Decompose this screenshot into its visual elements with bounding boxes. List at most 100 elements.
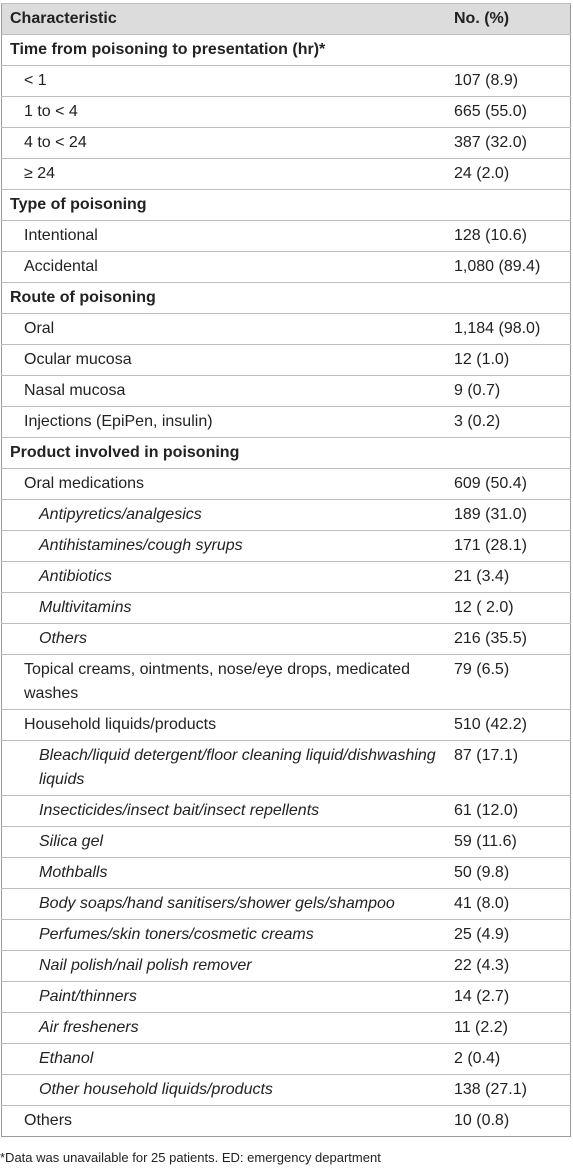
label-cell: 1 to < 4 xyxy=(1,96,444,128)
table-row: Multivitamins 12 ( 2.0) xyxy=(1,592,571,624)
value-cell: 107 (8.9) xyxy=(444,65,571,97)
label-cell: ≥ 24 xyxy=(1,158,444,190)
header-cell: No. (%) xyxy=(444,3,571,35)
table-row: Others 216 (35.5) xyxy=(1,623,571,655)
label-cell: Perfumes/skin toners/cosmetic creams xyxy=(1,919,444,951)
label-cell: < 1 xyxy=(1,65,444,97)
value-cell: 22 (4.3) xyxy=(444,950,571,982)
label-cell: Antipyretics/analgesics xyxy=(1,499,444,531)
value-cell: 2 (0.4) xyxy=(444,1043,571,1075)
table-row: Antihistamines/cough syrups 171 (28.1) xyxy=(1,530,571,562)
value-cell: 128 (10.6) xyxy=(444,220,571,252)
section-row: Type of poisoning xyxy=(1,189,571,221)
label-cell: Bleach/liquid detergent/floor cleaning l… xyxy=(1,740,444,796)
label-cell: Silica gel xyxy=(1,826,444,858)
value-cell: 216 (35.5) xyxy=(444,623,571,655)
table-row: Perfumes/skin toners/cosmetic creams 25 (… xyxy=(1,919,571,951)
label-cell: Paint/thinners xyxy=(1,981,444,1013)
table-row: Intentional 128 (10.6) xyxy=(1,220,571,252)
value-cell: 138 (27.1) xyxy=(444,1074,571,1106)
label-cell: Ethanol xyxy=(1,1043,444,1075)
value-cell: 11 (2.2) xyxy=(444,1012,571,1044)
table-row: Air fresheners 11 (2.2) xyxy=(1,1012,571,1044)
label-cell: Topical creams, ointments, nose/eye drop… xyxy=(1,654,444,710)
value-cell: 665 (55.0) xyxy=(444,96,571,128)
value-cell: 14 (2.7) xyxy=(444,981,571,1013)
value-cell: 61 (12.0) xyxy=(444,795,571,827)
label-cell: Others xyxy=(1,1105,444,1137)
table-row: Oral medications 609 (50.4) xyxy=(1,468,571,500)
section-title: Type of poisoning xyxy=(1,189,571,221)
value-cell: 21 (3.4) xyxy=(444,561,571,593)
label-cell: Insecticides/insect bait/insect repellen… xyxy=(1,795,444,827)
section-title: Route of poisoning xyxy=(1,282,571,314)
header-cell: Characteristic xyxy=(1,3,444,35)
value-cell: 1,080 (89.4) xyxy=(444,251,571,283)
table-row: Paint/thinners 14 (2.7) xyxy=(1,981,571,1013)
table-row: ≥ 24 24 (2.0) xyxy=(1,158,571,190)
value-cell: 79 (6.5) xyxy=(444,654,571,710)
table-row: Topical creams, ointments, nose/eye drop… xyxy=(1,654,571,710)
table-row: Body soaps/hand sanitisers/shower gels/s… xyxy=(1,888,571,920)
value-cell: 171 (28.1) xyxy=(444,530,571,562)
table-row: Antipyretics/analgesics 189 (31.0) xyxy=(1,499,571,531)
value-cell: 24 (2.0) xyxy=(444,158,571,190)
label-cell: Other household liquids/products xyxy=(1,1074,444,1106)
table-row: Bleach/liquid detergent/floor cleaning l… xyxy=(1,740,571,796)
table-row: Nasal mucosa 9 (0.7) xyxy=(1,375,571,407)
value-cell: 59 (11.6) xyxy=(444,826,571,858)
section-title: Product involved in poisoning xyxy=(1,437,571,469)
value-cell: 50 (9.8) xyxy=(444,857,571,889)
data-table: Characteristic No. (%) Time from poisoni… xyxy=(1,3,571,1137)
label-cell: Accidental xyxy=(1,251,444,283)
label-cell: Nail polish/nail polish remover xyxy=(1,950,444,982)
label-cell: Oral xyxy=(1,313,444,345)
table-row: Others 10 (0.8) xyxy=(1,1105,571,1137)
label-cell: Air fresheners xyxy=(1,1012,444,1044)
table-row: Nail polish/nail polish remover 22 (4.3) xyxy=(1,950,571,982)
label-cell: Ocular mucosa xyxy=(1,344,444,376)
footnote: *Data was unavailable for 25 patients. E… xyxy=(0,1150,381,1165)
label-cell: Antihistamines/cough syrups xyxy=(1,530,444,562)
table-row: Mothballs 50 (9.8) xyxy=(1,857,571,889)
value-cell: 87 (17.1) xyxy=(444,740,571,796)
table-row: 1 to < 4 665 (55.0) xyxy=(1,96,571,128)
table-row: Injections (EpiPen, insulin) 3 (0.2) xyxy=(1,406,571,438)
value-cell: 387 (32.0) xyxy=(444,127,571,159)
section-row: Product involved in poisoning xyxy=(1,437,571,469)
value-cell: 189 (31.0) xyxy=(444,499,571,531)
value-cell: 25 (4.9) xyxy=(444,919,571,951)
table-row: Other household liquids/products 138 (27.… xyxy=(1,1074,571,1106)
label-cell: Injections (EpiPen, insulin) xyxy=(1,406,444,438)
value-cell: 10 (0.8) xyxy=(444,1105,571,1137)
label-cell: Intentional xyxy=(1,220,444,252)
table-row: < 1 107 (8.9) xyxy=(1,65,571,97)
value-cell: 1,184 (98.0) xyxy=(444,313,571,345)
label-cell: Antibiotics xyxy=(1,561,444,593)
table-row: Antibiotics 21 (3.4) xyxy=(1,561,571,593)
table-row: Silica gel 59 (11.6) xyxy=(1,826,571,858)
table-row: Ethanol 2 (0.4) xyxy=(1,1043,571,1075)
label-cell: Household liquids/products xyxy=(1,709,444,741)
header-row: Characteristic No. (%) xyxy=(1,3,571,35)
label-cell: Body soaps/hand sanitisers/shower gels/s… xyxy=(1,888,444,920)
value-cell: 12 ( 2.0) xyxy=(444,592,571,624)
label-cell: Mothballs xyxy=(1,857,444,889)
label-cell: Others xyxy=(1,623,444,655)
value-cell: 41 (8.0) xyxy=(444,888,571,920)
label-cell: Nasal mucosa xyxy=(1,375,444,407)
table-row: Oral 1,184 (98.0) xyxy=(1,313,571,345)
table-row: Insecticides/insect bait/insect repellen… xyxy=(1,795,571,827)
table-row: 4 to < 24 387 (32.0) xyxy=(1,127,571,159)
table-body: Time from poisoning to presentation (hr)… xyxy=(1,34,571,1137)
section-title: Time from poisoning to presentation (hr)… xyxy=(1,34,571,66)
table-row: Accidental 1,080 (89.4) xyxy=(1,251,571,283)
value-cell: 510 (42.2) xyxy=(444,709,571,741)
section-row: Time from poisoning to presentation (hr)… xyxy=(1,34,571,66)
value-cell: 609 (50.4) xyxy=(444,468,571,500)
value-cell: 12 (1.0) xyxy=(444,344,571,376)
table-row: Household liquids/products 510 (42.2) xyxy=(1,709,571,741)
label-cell: 4 to < 24 xyxy=(1,127,444,159)
value-cell: 3 (0.2) xyxy=(444,406,571,438)
